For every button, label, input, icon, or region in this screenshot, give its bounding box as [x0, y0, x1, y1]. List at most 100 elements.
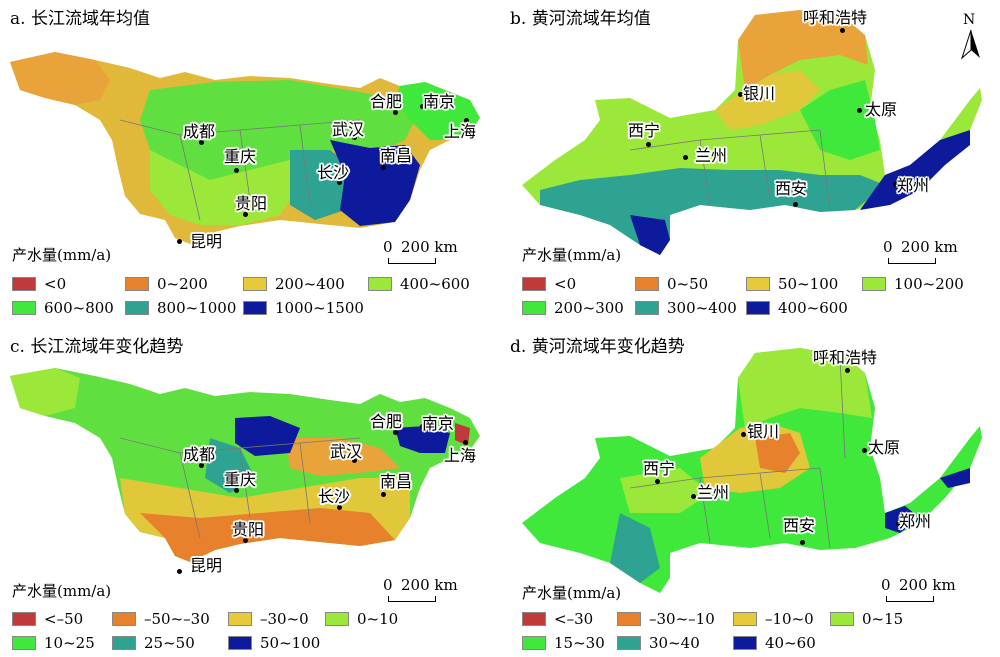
yangtze-zone-east-blue	[395, 426, 450, 453]
city-marker	[234, 168, 239, 173]
legend-label: 1000~1500	[275, 299, 364, 317]
legend-swatch	[617, 612, 641, 626]
city-marker	[691, 494, 696, 499]
panel-b-yellow-mean: b. 黄河流域年均值 N 呼和浩特 银川 太原 西宁 兰州 西安 郑州 0 20…	[500, 0, 1000, 328]
yellow-zone-south-teal	[540, 168, 885, 255]
legend-title: 产水量(mm/a)	[12, 246, 112, 264]
legend-label: 800~1000	[157, 299, 237, 317]
city-marker	[234, 488, 239, 493]
yangtze-zone-central-orange	[285, 438, 400, 476]
legend-label: 0~200	[157, 275, 208, 293]
city-label-chengdu: 成都	[183, 445, 216, 464]
city-marker	[420, 104, 425, 109]
legend-item: –30~–10	[617, 610, 715, 628]
yellow-admin-boundaries	[629, 129, 831, 211]
legend-swatch	[617, 636, 641, 650]
legend-label: –30~–10	[649, 610, 715, 628]
yangtze-zone-darkblue	[330, 140, 420, 226]
city-marker	[243, 212, 248, 217]
yellow-zone-teal	[610, 513, 660, 583]
yangtze-zone-teal	[205, 438, 255, 493]
legend-swatch	[325, 612, 349, 626]
city-marker	[893, 182, 898, 187]
yellow-zone-east-darkblue	[860, 130, 970, 210]
legend-label: <0	[44, 275, 67, 293]
city-marker	[177, 239, 182, 244]
legend-label: 400~600	[400, 275, 470, 293]
legend-label: <–30	[554, 610, 594, 628]
legend-label: 400~600	[778, 299, 848, 317]
city-marker	[800, 540, 805, 545]
legend-label: 10~25	[44, 634, 95, 652]
yellow-admin-boundaries	[629, 357, 846, 549]
city-marker	[857, 108, 862, 113]
city-label-xining: 西宁	[643, 459, 676, 478]
legend-item: 200~400	[243, 275, 345, 293]
legend-item: <–50	[12, 610, 83, 628]
north-label: N	[963, 12, 976, 28]
scale-distance: 200 km	[401, 576, 458, 594]
legend-item: 40~60	[733, 634, 816, 652]
yangtze-admin-boundaries	[119, 437, 361, 539]
city-marker	[840, 28, 845, 33]
yellow-zone-east-darkblue	[885, 468, 970, 533]
yellow-zone-southwest-darkblue	[630, 215, 670, 255]
city-label-yinchuan: 银川	[743, 84, 776, 103]
city-marker	[243, 538, 248, 543]
city-marker	[177, 569, 182, 574]
legend-swatch	[112, 636, 136, 650]
city-label-lanzhou: 兰州	[697, 483, 730, 502]
legend-label: 50~100	[260, 634, 321, 652]
yangtze-zone-south-orange	[140, 508, 395, 562]
city-marker	[337, 505, 342, 510]
legend-swatch	[522, 277, 546, 291]
yangtze-trend-map	[10, 368, 480, 562]
panel-d-title: d. 黄河流域年变化趋势	[510, 337, 685, 357]
yellow-zone-green	[800, 80, 880, 160]
city-label-taiyuan: 太原	[868, 438, 901, 457]
legend-swatch	[522, 612, 546, 626]
legend-swatch	[522, 636, 546, 650]
legend-swatch	[243, 277, 267, 291]
yangtze-zone-north-blue	[235, 416, 300, 456]
legend-title: 产水量(mm/a)	[522, 584, 622, 602]
legend-item: 25~50	[112, 634, 195, 652]
city-label-lanzhou: 兰州	[695, 146, 728, 165]
city-marker	[352, 458, 357, 463]
city-marker	[199, 140, 204, 145]
legend-label: 300~400	[667, 299, 737, 317]
yangtze-zone-west-orange	[10, 52, 110, 105]
legend-swatch	[12, 277, 36, 291]
legend-item: <0	[522, 275, 576, 293]
city-marker	[381, 492, 386, 497]
yellow-zone-north-orange	[738, 10, 868, 90]
yellow-mean-map	[522, 10, 982, 255]
legend-item: 400~600	[368, 275, 470, 293]
panel-a-title: a. 长江流域年均值	[10, 9, 150, 29]
legend-title: 产水量(mm/a)	[522, 246, 622, 264]
city-label-nanchang: 南昌	[380, 472, 413, 491]
legend-swatch	[733, 612, 757, 626]
city-label-wuhan: 武汉	[330, 442, 363, 461]
legend-swatch	[522, 301, 546, 315]
city-label-hefei: 合肥	[370, 412, 403, 431]
city-label-taiyuan: 太原	[865, 100, 898, 119]
legend-swatch	[830, 612, 854, 626]
legend-item: 15~30	[522, 634, 605, 652]
city-label-nanjing: 南京	[422, 414, 455, 433]
panel-c-title: c. 长江流域年变化趋势	[10, 337, 184, 357]
legend-swatch	[635, 277, 659, 291]
legend-label: 0~15	[862, 610, 904, 628]
legend-label: 100~200	[894, 275, 964, 293]
legend-item: 10~25	[12, 634, 95, 652]
panel-c-yangtze-trend: c. 长江流域年变化趋势 成都 重庆 武汉 合肥 南京 上海 长沙 南昌 贵阳 …	[0, 328, 500, 657]
legend-swatch	[733, 636, 757, 650]
legend-item: 0~50	[635, 275, 708, 293]
yellow-zone-orange	[755, 433, 800, 473]
yangtze-zone-mid-lightgreen	[150, 150, 300, 225]
legend-label: <–50	[44, 610, 84, 628]
legend-label: 25~50	[144, 634, 195, 652]
legend-swatch	[12, 636, 36, 650]
city-label-nanjing: 南京	[423, 92, 456, 111]
city-marker	[464, 118, 469, 123]
